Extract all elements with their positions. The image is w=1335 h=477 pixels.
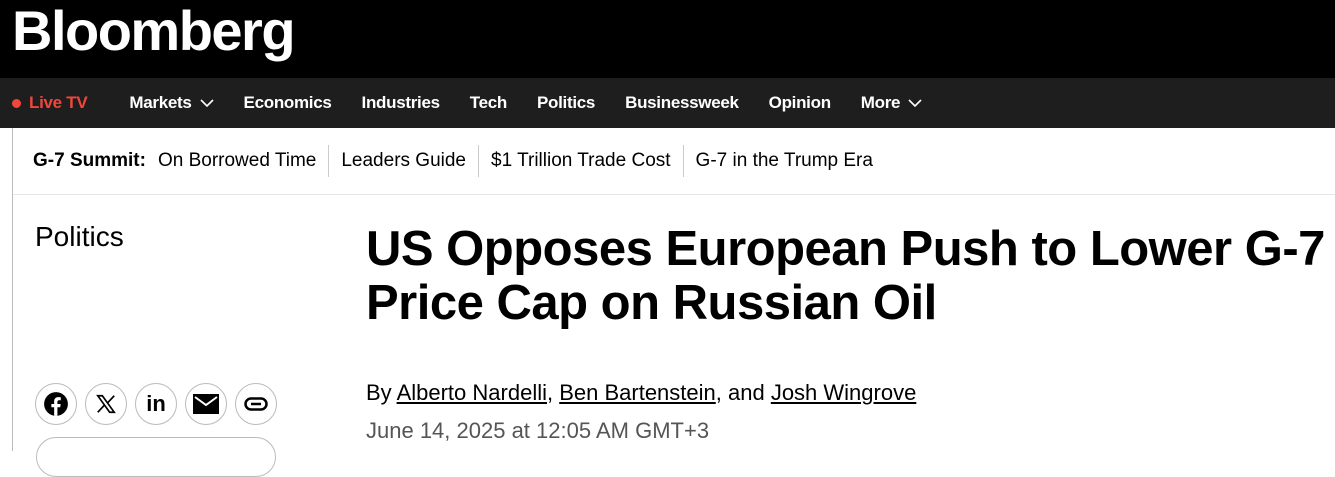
share-x-button[interactable] [85, 383, 127, 425]
publish-date: June 14, 2025 at 12:05 AM GMT+3 [366, 418, 710, 443]
topic-label: G-7 Summit: [33, 150, 146, 171]
copy-link-button[interactable] [235, 383, 277, 425]
divider [12, 128, 13, 451]
gift-article-button[interactable] [36, 437, 276, 477]
main-nav: Live TV Markets Economics Industries Tec… [0, 78, 1335, 128]
nav-tech[interactable]: Tech [469, 93, 508, 112]
author-link[interactable]: Alberto Nardelli [396, 380, 547, 405]
email-icon [193, 394, 219, 414]
nav-label: More [860, 93, 901, 112]
link-icon [244, 397, 268, 411]
topic-link[interactable]: On Borrowed Time [157, 150, 317, 171]
author-link[interactable]: Ben Bartenstein [559, 380, 716, 405]
topic-link[interactable]: Leaders Guide [328, 145, 478, 177]
share-bar: in [35, 383, 277, 425]
share-email-button[interactable] [185, 383, 227, 425]
nav-live-tv[interactable]: Live TV [12, 93, 88, 113]
by-label: By [366, 380, 397, 405]
bloomberg-logo[interactable]: Bloomberg [12, 0, 296, 62]
chevron-down-icon [908, 98, 922, 107]
topic-link[interactable]: G-7 in the Trump Era [682, 145, 885, 177]
section-label[interactable]: Politics [35, 221, 124, 252]
facebook-icon [44, 392, 68, 416]
linkedin-icon: in [146, 391, 166, 416]
chevron-down-icon [199, 98, 214, 107]
headline: US Opposes European Push to Lower G-7 Pr… [366, 222, 1325, 330]
share-linkedin-button[interactable]: in [135, 383, 177, 425]
x-icon [96, 394, 116, 414]
nav-politics[interactable]: Politics [537, 93, 596, 112]
separator: , and [715, 380, 771, 405]
nav-businessweek[interactable]: Businessweek [625, 93, 739, 112]
byline: By Alberto Nardelli, Ben Bartenstein, an… [366, 380, 916, 406]
masthead: Bloomberg [0, 0, 1335, 78]
nav-markets[interactable]: Markets [129, 93, 214, 113]
topic-link[interactable]: $1 Trillion Trade Cost [478, 145, 683, 177]
nav-opinion[interactable]: Opinion [768, 93, 831, 112]
live-dot-icon [12, 98, 21, 108]
nav-economics[interactable]: Economics [243, 93, 332, 112]
nav-more[interactable]: More [861, 93, 922, 113]
separator: , [546, 380, 560, 405]
topic-bar: G-7 Summit: On Borrowed Time Leaders Gui… [13, 128, 1335, 195]
share-facebook-button[interactable] [35, 383, 77, 425]
nav-label: Markets [129, 93, 192, 112]
nav-label: Live TV [29, 93, 88, 112]
author-link[interactable]: Josh Wingrove [770, 380, 917, 405]
nav-industries[interactable]: Industries [361, 93, 441, 112]
